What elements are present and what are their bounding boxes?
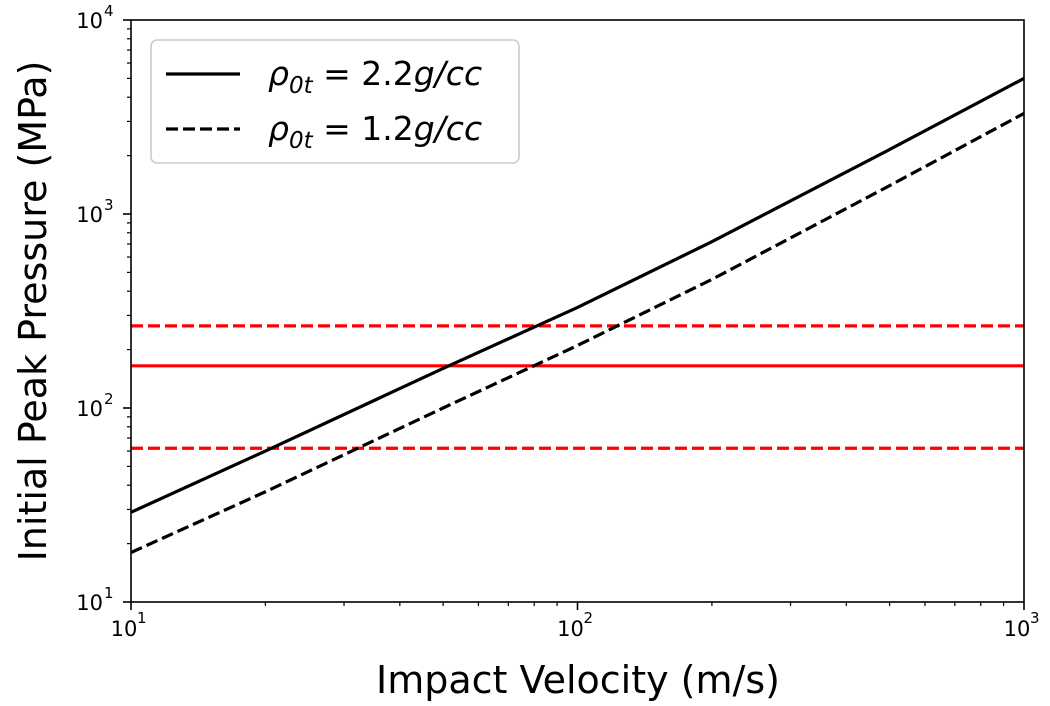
y-tick-exponent: 3 xyxy=(104,196,114,214)
series-line-1 xyxy=(131,76,1024,514)
x-tick-label: 10 xyxy=(111,617,138,641)
x-axis-title: Impact Velocity (m/s) xyxy=(376,658,780,702)
y-axis-title: Initial Peak Pressure (MPa) xyxy=(11,61,55,562)
x-tick-exponent: 2 xyxy=(584,609,594,627)
legend-box xyxy=(150,39,520,164)
legend-label-1: ρ0t = 2.2g/cc xyxy=(268,54,482,99)
series-line-2 xyxy=(131,112,1024,554)
y-tick-label: 10 xyxy=(76,203,103,227)
x-tick-label: 10 xyxy=(1004,617,1031,641)
y-tick-label: 10 xyxy=(76,591,103,615)
y-tick-exponent: 4 xyxy=(104,2,114,20)
plot-content xyxy=(131,76,1024,554)
x-tick-exponent: 3 xyxy=(1030,609,1040,627)
y-tick-exponent: 2 xyxy=(104,390,114,408)
y-tick-label: 10 xyxy=(76,9,103,33)
y-tick-label: 10 xyxy=(76,397,103,421)
legend: ρ0t = 2.2g/cc ρ0t = 1.2g/cc xyxy=(150,39,520,164)
plot-area xyxy=(131,76,1024,554)
axes: 10 1 10 2 10 310 110 210 310 4 xyxy=(76,2,1039,641)
y-tick-exponent: 1 xyxy=(104,584,114,602)
x-tick-label: 10 xyxy=(557,617,584,641)
x-tick-exponent: 1 xyxy=(137,609,147,627)
legend-label-2: ρ0t = 1.2g/cc xyxy=(268,109,482,154)
